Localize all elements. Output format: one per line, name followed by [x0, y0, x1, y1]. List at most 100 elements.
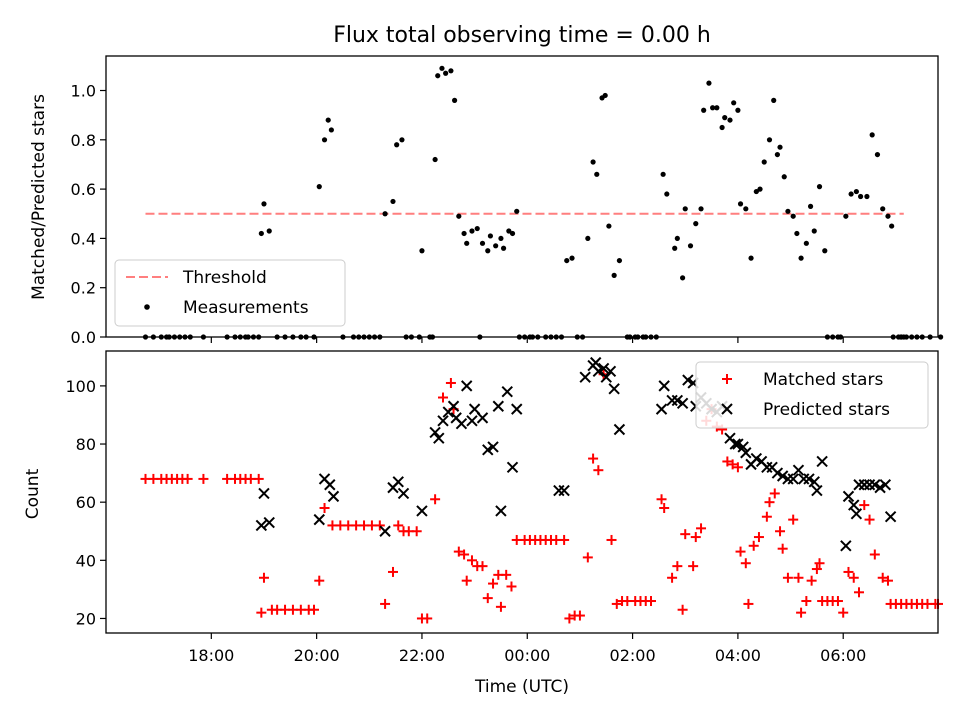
measurement-point	[727, 117, 733, 123]
predicted-star-point-stroke	[787, 473, 799, 485]
predicted-star-point	[792, 464, 805, 476]
predicted-star-point	[324, 479, 336, 491]
matched-star-point	[680, 529, 691, 540]
matched-star-point	[859, 500, 870, 511]
predicted-star-point	[869, 479, 881, 491]
top-y-ticks: 0.0 0.2 0.4 0.6 0.8 1.0	[71, 82, 106, 347]
measurement-point	[869, 132, 875, 138]
measurement-point	[514, 208, 520, 214]
matched-star-point	[722, 456, 733, 467]
top-y-axis-label: Matched/Predicted stars	[29, 94, 49, 300]
predicted-star-point-stroke	[740, 447, 752, 459]
measurement-point	[761, 159, 767, 165]
predicted-star-point	[848, 499, 860, 511]
bottom-y-tick-label: 60	[76, 493, 96, 512]
measurement-point	[674, 235, 680, 242]
measurement-point	[432, 156, 438, 163]
measurement-point	[853, 188, 859, 195]
predicted-star-point-stroke	[766, 461, 778, 473]
predicted-star-point	[729, 438, 741, 450]
predicted-star-point	[506, 461, 519, 473]
matched-star-point	[793, 572, 804, 583]
matched-star-point	[688, 561, 699, 572]
measurement-point	[687, 243, 694, 249]
measurement-point	[419, 248, 425, 254]
matched-star-point	[488, 578, 499, 589]
predicted-star-point-stroke	[732, 438, 744, 450]
predicted-star-point	[682, 374, 694, 386]
predicted-star-point	[787, 473, 799, 485]
measurement-point	[790, 213, 796, 219]
predicted-star-point-stroke	[879, 479, 892, 491]
predicted-star-point-stroke	[495, 505, 507, 517]
predicted-star-point-stroke	[816, 455, 828, 468]
bottom-x-tick-label: 18:00	[188, 646, 234, 665]
predicted-star-point	[676, 397, 689, 410]
matched-star-point	[788, 514, 799, 525]
measurement-point	[714, 105, 720, 111]
legend-matched-marker	[722, 374, 732, 384]
predicted-star-point	[263, 516, 275, 529]
predicted-star-point-stroke	[848, 499, 860, 511]
legend-measurements-label: Measurements	[183, 298, 309, 318]
measurement-point	[261, 201, 267, 207]
predicted-star-point-stroke	[392, 476, 404, 488]
predicted-star-point	[737, 441, 749, 453]
predicted-star-point	[579, 371, 591, 383]
measurement-point	[394, 142, 400, 148]
top-y-tick-label: 0.8	[71, 131, 96, 150]
matched-star-point	[182, 473, 193, 484]
predicted-star-point	[433, 432, 445, 444]
measurement-point	[443, 70, 449, 76]
predicted-star-point-stroke	[313, 513, 325, 526]
measurement-point	[509, 230, 516, 237]
measurement-point	[864, 193, 870, 200]
measurement-point	[435, 73, 441, 79]
matched-star-point	[646, 596, 657, 607]
matched-star-point	[696, 523, 707, 534]
measurement-point	[680, 275, 686, 281]
measurement-point	[710, 105, 716, 111]
predicted-star-point	[447, 400, 460, 412]
matched-star-point	[667, 572, 678, 583]
predicted-star-point-stroke	[416, 505, 428, 517]
measurement-point	[743, 206, 749, 212]
top-chart-title: Flux total observing time = 0.00 h	[333, 23, 711, 48]
measurement-point	[706, 80, 712, 86]
predicted-star-point	[476, 412, 489, 424]
matched-star-point	[690, 532, 701, 543]
matched-star-point	[869, 549, 880, 560]
matched-star-point	[459, 549, 470, 560]
measurement-point	[602, 92, 608, 99]
predicted-star-point-stroke	[874, 481, 886, 494]
predicted-star-point-stroke	[466, 415, 478, 427]
predicted-star-point-stroke	[840, 540, 852, 552]
predicted-star-point	[771, 467, 784, 479]
predicted-star-point-stroke	[501, 385, 513, 398]
measurement-point	[506, 228, 512, 234]
matched-star-point	[258, 572, 269, 583]
matched-star-point	[309, 604, 319, 615]
matched-star-point	[559, 534, 570, 545]
bottom-legend: Matched stars Predicted stars	[695, 361, 929, 429]
predicted-star-point-stroke	[884, 511, 897, 523]
matched-star-point	[482, 593, 493, 604]
predicted-star-point-stroke	[511, 403, 523, 415]
legend-predicted-marker	[721, 403, 733, 415]
matched-star-point	[848, 572, 859, 583]
predicted-star-point-stroke	[658, 380, 670, 392]
matched-star-point	[611, 598, 622, 609]
matched-star-point	[838, 607, 849, 618]
measurement-point	[664, 191, 670, 197]
matched-star-point	[445, 377, 456, 388]
bottom-x-ticks: 18:00 20:00 22:00 00:00 02:00 04:00 06:00	[188, 633, 866, 665]
predicted-star-point	[429, 426, 441, 439]
matched-star-point	[411, 526, 422, 537]
matched-star-point	[574, 610, 585, 621]
matched-star-point	[606, 534, 617, 545]
matched-star-point	[438, 392, 449, 403]
bottom-panel: Count Time (UTC) 20 40 60 80 100 18:00 20:00 2…	[23, 350, 943, 697]
matched-star-point	[564, 613, 575, 624]
predicted-star-point	[816, 455, 828, 468]
legend-predicted-marker-stroke	[721, 403, 733, 415]
